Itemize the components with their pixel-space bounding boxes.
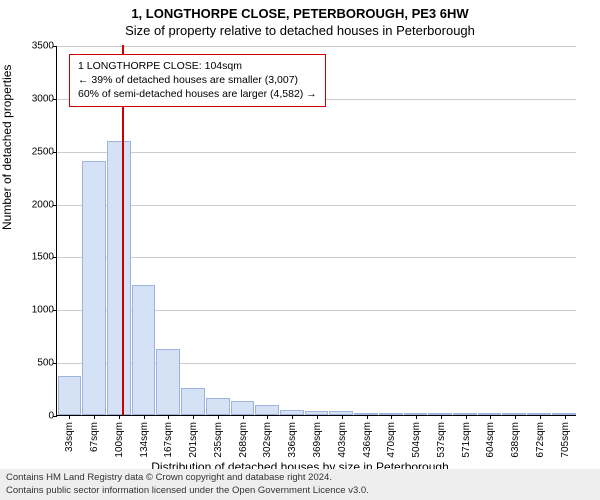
- x-tick-label: 167sqm: [163, 422, 174, 458]
- x-tick-label: 604sqm: [485, 422, 496, 458]
- histogram-bar: [453, 413, 477, 415]
- histogram-bar: [255, 405, 279, 415]
- histogram-bar: [404, 413, 428, 415]
- x-tick-label: 705sqm: [560, 422, 571, 458]
- y-tick-label: 1500: [26, 252, 54, 263]
- x-tick-label: 537sqm: [436, 422, 447, 458]
- y-tick-label: 0: [26, 411, 54, 422]
- x-tick-label: 403sqm: [337, 422, 348, 458]
- x-tick-label: 235sqm: [213, 422, 224, 458]
- histogram-bar: [428, 413, 452, 415]
- footer-line1: Contains HM Land Registry data © Crown c…: [6, 472, 594, 484]
- x-tick-label: 201sqm: [188, 422, 199, 458]
- x-tick-label: 268sqm: [238, 422, 249, 458]
- x-tick-label: 638sqm: [510, 422, 521, 458]
- histogram-bar: [502, 413, 526, 415]
- x-tick-label: 67sqm: [89, 422, 100, 452]
- histogram-bar: [305, 411, 329, 415]
- callout-line3: 60% of semi-detached houses are larger (…: [78, 87, 317, 101]
- histogram-bar: [156, 349, 180, 415]
- footer-attribution: Contains HM Land Registry data © Crown c…: [0, 469, 600, 500]
- y-tick-label: 2500: [26, 146, 54, 157]
- footer-line2: Contains public sector information licen…: [6, 485, 594, 497]
- histogram-bar: [82, 161, 106, 415]
- chart-title-line2: Size of property relative to detached ho…: [0, 21, 600, 42]
- y-tick-label: 3000: [26, 93, 54, 104]
- x-tick-label: 470sqm: [386, 422, 397, 458]
- histogram-bar: [58, 376, 82, 415]
- y-axis-label: Number of detached properties: [0, 65, 14, 230]
- callout-line2: ← 39% of detached houses are smaller (3,…: [78, 73, 317, 87]
- x-tick-label: 33sqm: [64, 422, 75, 452]
- histogram-bar: [231, 401, 255, 415]
- histogram-bar: [280, 410, 304, 415]
- x-tick-label: 100sqm: [114, 422, 125, 458]
- x-tick-label: 504sqm: [411, 422, 422, 458]
- x-tick-label: 134sqm: [139, 422, 150, 458]
- chart-plot-area: 1 LONGTHORPE CLOSE: 104sqm ← 39% of deta…: [56, 46, 576, 416]
- x-tick-label: 672sqm: [535, 422, 546, 458]
- y-tick-label: 3500: [26, 41, 54, 52]
- x-tick-label: 302sqm: [262, 422, 273, 458]
- histogram-bar: [354, 413, 378, 415]
- histogram-bar: [478, 413, 502, 415]
- y-tick-label: 500: [26, 358, 54, 369]
- histogram-bar: [107, 141, 131, 415]
- x-tick-label: 571sqm: [461, 422, 472, 458]
- histogram-bar: [329, 411, 353, 415]
- x-tick-label: 436sqm: [362, 422, 373, 458]
- x-tick-label: 369sqm: [312, 422, 323, 458]
- callout-box: 1 LONGTHORPE CLOSE: 104sqm ← 39% of deta…: [69, 54, 326, 107]
- histogram-bar: [132, 285, 156, 415]
- chart-title-line1: 1, LONGTHORPE CLOSE, PETERBOROUGH, PE3 6…: [0, 0, 600, 21]
- histogram-bar: [181, 388, 205, 415]
- callout-line1: 1 LONGTHORPE CLOSE: 104sqm: [78, 59, 317, 73]
- histogram-bar: [379, 413, 403, 415]
- y-tick-label: 2000: [26, 199, 54, 210]
- histogram-bar: [206, 398, 230, 415]
- x-tick-label: 336sqm: [287, 422, 298, 458]
- histogram-bar: [527, 413, 551, 415]
- histogram-bar: [552, 413, 576, 415]
- y-tick-label: 1000: [26, 305, 54, 316]
